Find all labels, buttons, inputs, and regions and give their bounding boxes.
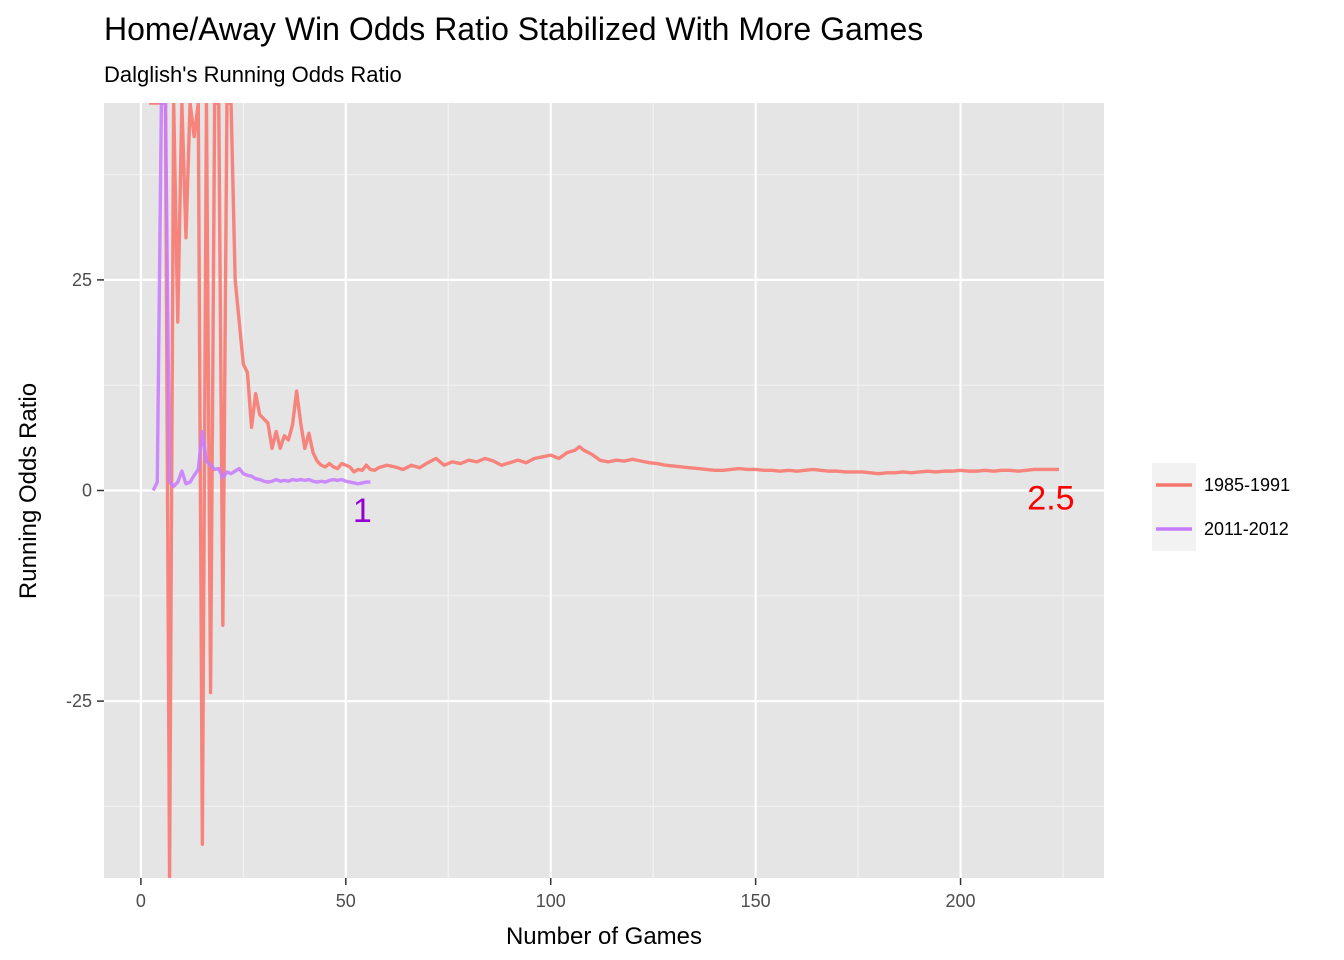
x-tick-label: 200 xyxy=(946,891,976,911)
y-tick-label: 0 xyxy=(82,481,92,501)
series-end-label: 1 xyxy=(353,492,372,530)
series-end-label: 2.5 xyxy=(1027,479,1074,517)
legend-label: 2011-2012 xyxy=(1204,519,1289,539)
x-tick-label: 150 xyxy=(741,891,771,911)
y-tick-label: -25 xyxy=(66,691,92,711)
y-axis-title: Running Odds Ratio xyxy=(15,383,42,599)
x-axis: 0 50 100 150 200 xyxy=(136,878,976,911)
series-line-2011-2012 xyxy=(151,103,371,492)
chart-subtitle: Dalglish's Running Odds Ratio xyxy=(104,62,402,87)
series-lines xyxy=(149,103,1059,878)
x-tick-label: 0 xyxy=(136,891,146,911)
grid-major xyxy=(104,103,1104,878)
plot-panel: 2.51 xyxy=(104,103,1104,878)
end-labels: 2.51 xyxy=(353,479,1075,530)
x-axis-title: Number of Games xyxy=(506,923,702,950)
y-axis: -25 0 25 xyxy=(66,270,104,711)
x-tick-label: 100 xyxy=(536,891,566,911)
chart-title: Home/Away Win Odds Ratio Stabilized With… xyxy=(104,11,923,47)
series-line-1985-1991 xyxy=(149,103,1059,878)
x-tick-label: 50 xyxy=(336,891,356,911)
legend: 1985-1991 2011-2012 xyxy=(1152,463,1290,551)
legend-label: 1985-1991 xyxy=(1204,475,1290,495)
y-tick-label: 25 xyxy=(72,270,92,290)
